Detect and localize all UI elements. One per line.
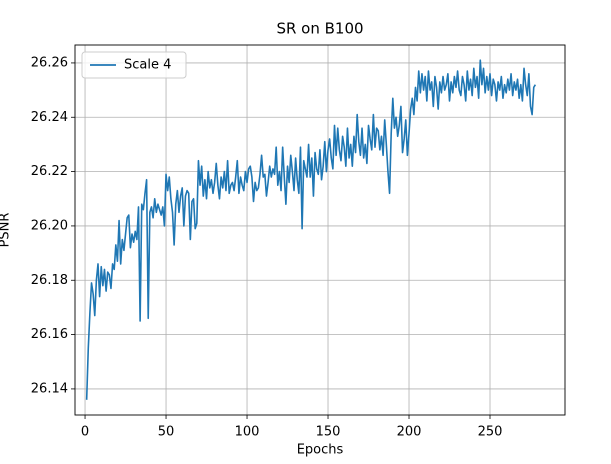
x-tick-label: 50 bbox=[158, 425, 175, 440]
data-line bbox=[85, 59, 537, 400]
y-tick-label: 26.14 bbox=[31, 381, 68, 396]
legend: Scale 4 bbox=[81, 51, 187, 79]
y-tick-label: 26.20 bbox=[31, 218, 68, 233]
legend-box bbox=[81, 51, 187, 79]
y-axis-label: PSNR bbox=[0, 213, 13, 248]
plot-frame bbox=[74, 44, 566, 416]
y-tick-label: 26.16 bbox=[31, 327, 68, 342]
x-tick-label: 150 bbox=[316, 425, 341, 440]
chart-title: SR on B100 bbox=[276, 20, 363, 38]
x-axis-label: Epochs bbox=[297, 443, 344, 458]
x-tick-label: 250 bbox=[478, 425, 503, 440]
legend-label: Scale 4 bbox=[124, 58, 171, 73]
y-tick-label: 26.22 bbox=[31, 164, 68, 179]
y-tick-label: 26.24 bbox=[31, 110, 68, 125]
x-tick-label: 200 bbox=[397, 425, 422, 440]
y-tick-label: 26.26 bbox=[31, 55, 68, 70]
y-tick-label: 26.18 bbox=[31, 273, 68, 288]
x-tick-label: 100 bbox=[235, 425, 260, 440]
x-tick-label: 0 bbox=[81, 425, 89, 440]
